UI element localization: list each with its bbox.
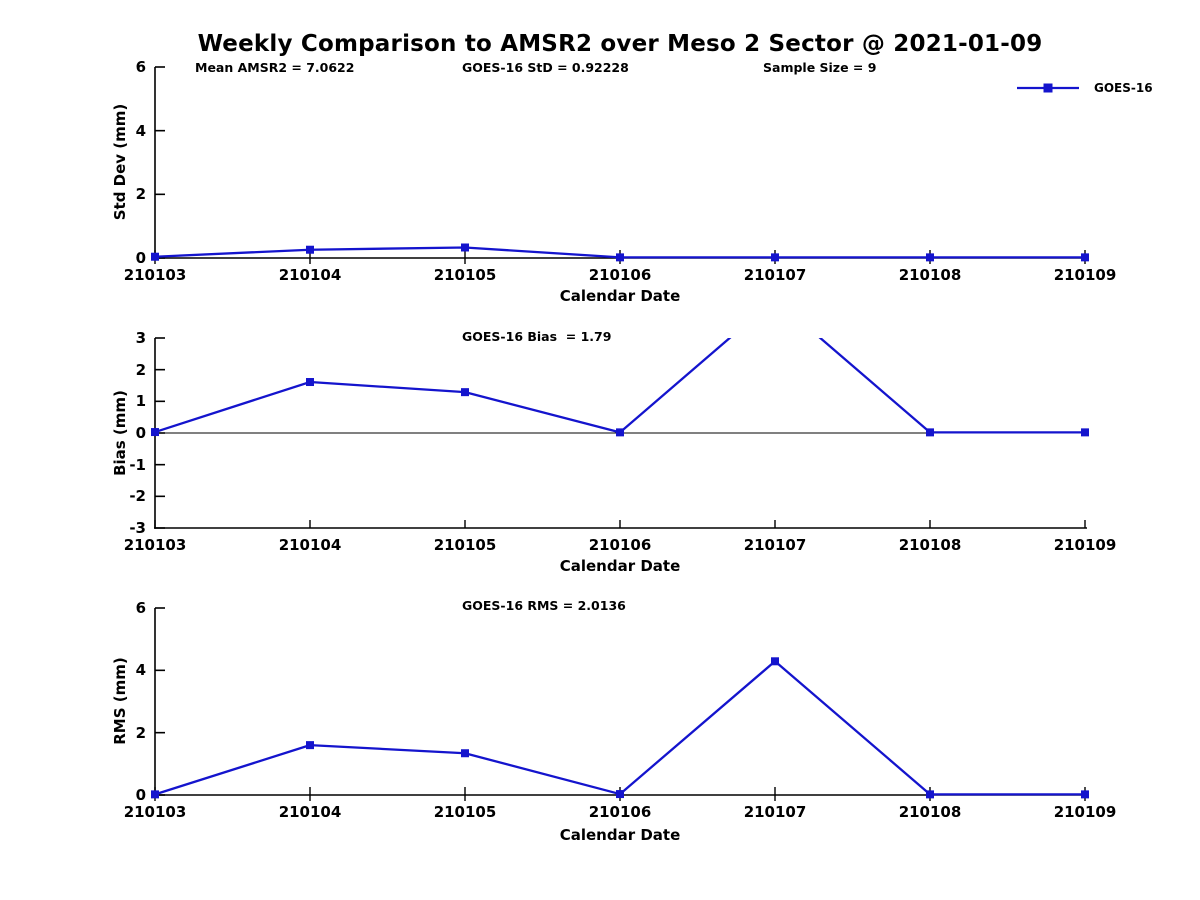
x-tick-label: 210105	[433, 536, 497, 554]
data-marker	[616, 790, 624, 799]
x-axis-label-stddev: Calendar Date	[559, 287, 681, 305]
data-marker	[1081, 253, 1089, 262]
x-tick-label: 210109	[1053, 803, 1117, 821]
y-axis-label-stddev: Std Dev (mm)	[111, 103, 129, 221]
x-tick-label: 210108	[898, 803, 962, 821]
data-marker	[616, 428, 624, 437]
data-marker	[461, 243, 469, 252]
y-tick-label: -3	[129, 519, 146, 537]
data-marker	[1081, 790, 1089, 799]
data-marker	[771, 253, 779, 262]
data-marker	[616, 253, 624, 262]
x-tick-label: 210107	[743, 266, 807, 284]
x-tick-label: 210109	[1053, 536, 1117, 554]
y-tick-label: 0	[135, 786, 146, 804]
subplot-bias	[151, 337, 1089, 529]
x-tick-label: 210103	[123, 536, 187, 554]
data-marker	[926, 253, 934, 262]
data-marker	[306, 245, 314, 254]
x-tick-label: 210106	[588, 803, 652, 821]
y-tick-label: 4	[135, 661, 146, 680]
stat-sample-size: Sample Size = 9	[763, 60, 877, 75]
y-tick-label: 6	[135, 58, 146, 76]
y-tick-label: 3	[135, 329, 146, 347]
x-axis-label-rms: Calendar Date	[559, 826, 681, 844]
y-tick-label: 4	[135, 121, 146, 140]
GOES-16-line-bias	[154, 338, 1085, 434]
data-marker	[151, 790, 159, 799]
data-marker	[151, 428, 159, 437]
data-marker	[306, 741, 314, 750]
x-tick-label: 210106	[588, 536, 652, 554]
data-marker	[151, 252, 159, 261]
data-marker	[306, 378, 314, 387]
x-tick-label: 210104	[278, 266, 342, 284]
x-tick-label: 210108	[898, 536, 962, 554]
legend-label: GOES-16	[1094, 81, 1153, 95]
x-tick-label: 210109	[1053, 266, 1117, 284]
legend-marker-icon	[1043, 83, 1053, 93]
x-tick-label: 210105	[433, 803, 497, 821]
data-marker	[926, 790, 934, 799]
x-tick-label: 210103	[123, 266, 187, 284]
y-axis-label-rms: RMS (mm)	[111, 657, 129, 745]
y-tick-label: 1	[135, 392, 146, 411]
x-tick-label: 210107	[743, 803, 807, 821]
stat-goes16-rms: GOES-16 RMS = 2.0136	[462, 598, 626, 613]
data-marker	[461, 749, 469, 758]
y-tick-label: 2	[135, 360, 146, 379]
subplot-stddev	[151, 66, 1089, 264]
stat-mean-amsr2: Mean AMSR2 = 7.0622	[195, 60, 355, 75]
data-marker	[926, 428, 934, 437]
data-marker	[461, 388, 469, 397]
y-tick-label: 2	[135, 723, 146, 742]
stat-goes16-bias: GOES-16 Bias = 1.79	[462, 329, 612, 344]
stat-goes16-std: GOES-16 StD = 0.92228	[462, 60, 629, 75]
x-tick-label: 210106	[588, 266, 652, 284]
x-tick-label: 210104	[278, 536, 342, 554]
x-tick-label: 210108	[898, 266, 962, 284]
y-tick-label: -1	[129, 455, 146, 474]
x-tick-label: 210107	[743, 536, 807, 554]
legend-line-sample	[1017, 83, 1079, 93]
GOES-16-line-rms	[154, 660, 1085, 796]
x-tick-label: 210104	[278, 803, 342, 821]
data-marker	[771, 657, 779, 666]
figure-title: Weekly Comparison to AMSR2 over Meso 2 S…	[197, 31, 1043, 57]
x-axis-label-bias: Calendar Date	[559, 557, 681, 575]
x-tick-label: 210103	[123, 803, 187, 821]
data-marker	[1081, 428, 1089, 437]
x-tick-label: 210105	[433, 266, 497, 284]
y-tick-label: 2	[135, 185, 146, 204]
subplot-rms	[151, 607, 1089, 801]
y-tick-label: 0	[135, 424, 146, 442]
legend: GOES-16	[1016, 79, 1153, 97]
y-tick-label: 0	[135, 249, 146, 267]
y-tick-label: 6	[135, 599, 146, 617]
y-tick-label: -2	[129, 487, 146, 506]
